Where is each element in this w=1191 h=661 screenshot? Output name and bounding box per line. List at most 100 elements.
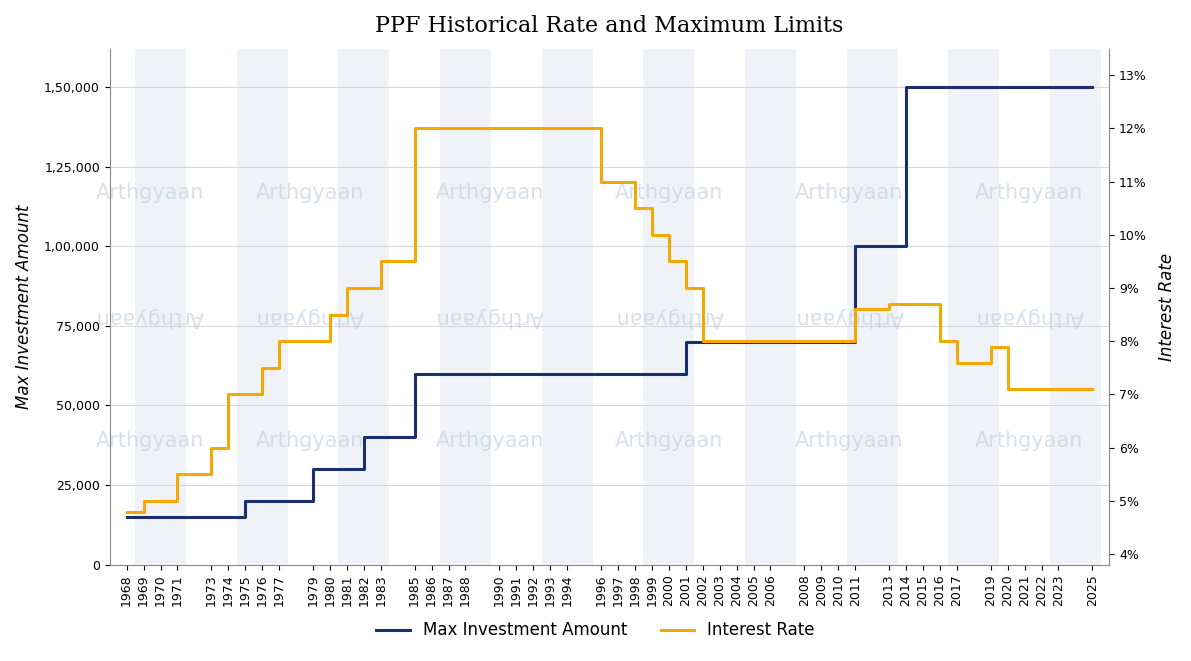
Interest Rate <box>255 364 269 372</box>
Max Investment Amount <box>712 338 727 346</box>
Bar <box>1050 49 1100 564</box>
Interest Rate <box>1000 385 1015 393</box>
Max Investment Amount <box>679 338 693 346</box>
Bar <box>237 49 287 564</box>
Max Investment Amount <box>949 83 964 91</box>
Interest Rate <box>594 178 609 186</box>
Line: Max Investment Amount: Max Investment Amount <box>126 87 1092 517</box>
Max Investment Amount <box>459 369 473 377</box>
Max Investment Amount <box>662 369 676 377</box>
Max Investment Amount <box>119 513 133 521</box>
Bar <box>441 49 491 564</box>
Max Investment Amount <box>543 369 557 377</box>
Interest Rate <box>137 497 151 505</box>
Interest Rate <box>679 284 693 292</box>
Interest Rate <box>492 124 506 132</box>
Interest Rate <box>933 337 947 345</box>
Bar <box>542 49 593 564</box>
Max Investment Amount <box>492 369 506 377</box>
Bar <box>643 49 694 564</box>
Text: Arthgyaan: Arthgyaan <box>796 431 904 451</box>
Max Investment Amount <box>747 338 761 346</box>
Interest Rate <box>1085 385 1099 393</box>
Interest Rate <box>831 337 846 345</box>
Interest Rate <box>339 284 354 292</box>
Interest Rate <box>1034 385 1048 393</box>
Bar <box>135 49 186 564</box>
Interest Rate <box>222 391 236 399</box>
Max Investment Amount <box>306 465 320 473</box>
Max Investment Amount <box>154 513 168 521</box>
Max Investment Amount <box>611 369 625 377</box>
Text: Arthgyaan: Arthgyaan <box>255 183 363 203</box>
Interest Rate <box>763 337 778 345</box>
Y-axis label: Max Investment Amount: Max Investment Amount <box>15 204 33 409</box>
Max Investment Amount <box>255 497 269 505</box>
Interest Rate <box>881 300 896 308</box>
Text: Arthgyaan: Arthgyaan <box>616 183 724 203</box>
Max Investment Amount <box>696 338 710 346</box>
Max Investment Amount <box>628 369 642 377</box>
Max Investment Amount <box>729 338 743 346</box>
Interest Rate <box>526 124 541 132</box>
Max Investment Amount <box>1052 83 1066 91</box>
Interest Rate <box>204 444 218 451</box>
Max Investment Amount <box>881 242 896 250</box>
Text: Arthgyaan: Arthgyaan <box>436 183 544 203</box>
Text: Arthgyaan: Arthgyaan <box>796 307 904 327</box>
Bar <box>746 49 796 564</box>
Interest Rate <box>374 258 388 266</box>
Max Investment Amount <box>222 513 236 521</box>
Max Investment Amount <box>831 338 846 346</box>
Max Investment Amount <box>339 465 354 473</box>
Line: Interest Rate: Interest Rate <box>126 128 1092 512</box>
Interest Rate <box>662 258 676 266</box>
Text: Arthgyaan: Arthgyaan <box>95 431 204 451</box>
Interest Rate <box>306 337 320 345</box>
Title: PPF Historical Rate and Maximum Limits: PPF Historical Rate and Maximum Limits <box>375 15 843 37</box>
Interest Rate <box>154 497 168 505</box>
Interest Rate <box>1017 385 1031 393</box>
Interest Rate <box>899 300 913 308</box>
Max Investment Amount <box>899 83 913 91</box>
Max Investment Amount <box>424 369 438 377</box>
Interest Rate <box>323 311 337 319</box>
Interest Rate <box>628 204 642 212</box>
Max Investment Amount <box>170 513 185 521</box>
Interest Rate <box>797 337 811 345</box>
Max Investment Amount <box>137 513 151 521</box>
Bar <box>338 49 389 564</box>
Interest Rate <box>729 337 743 345</box>
Interest Rate <box>459 124 473 132</box>
Text: Arthgyaan: Arthgyaan <box>255 431 363 451</box>
Max Investment Amount <box>510 369 524 377</box>
Interest Rate <box>815 337 829 345</box>
Max Investment Amount <box>916 83 930 91</box>
Max Investment Amount <box>238 497 252 505</box>
Interest Rate <box>747 337 761 345</box>
Interest Rate <box>1052 385 1066 393</box>
Max Investment Amount <box>594 369 609 377</box>
Interest Rate <box>424 124 438 132</box>
Text: Arthgyaan: Arthgyaan <box>436 431 544 451</box>
Bar <box>847 49 898 564</box>
Bar <box>948 49 999 564</box>
Max Investment Amount <box>848 242 862 250</box>
Max Investment Amount <box>442 369 456 377</box>
Max Investment Amount <box>1000 83 1015 91</box>
Interest Rate <box>560 124 574 132</box>
Interest Rate <box>442 124 456 132</box>
Interest Rate <box>611 178 625 186</box>
Max Investment Amount <box>1034 83 1048 91</box>
Interest Rate <box>644 231 659 239</box>
Max Investment Amount <box>272 497 286 505</box>
Interest Rate <box>510 124 524 132</box>
Text: Arthgyaan: Arthgyaan <box>616 307 724 327</box>
Interest Rate <box>238 391 252 399</box>
Text: Arthgyaan: Arthgyaan <box>975 307 1084 327</box>
Max Investment Amount <box>323 465 337 473</box>
Interest Rate <box>119 508 133 516</box>
Interest Rate <box>949 359 964 367</box>
Y-axis label: Interest Rate: Interest Rate <box>1158 253 1176 361</box>
Interest Rate <box>984 342 998 350</box>
